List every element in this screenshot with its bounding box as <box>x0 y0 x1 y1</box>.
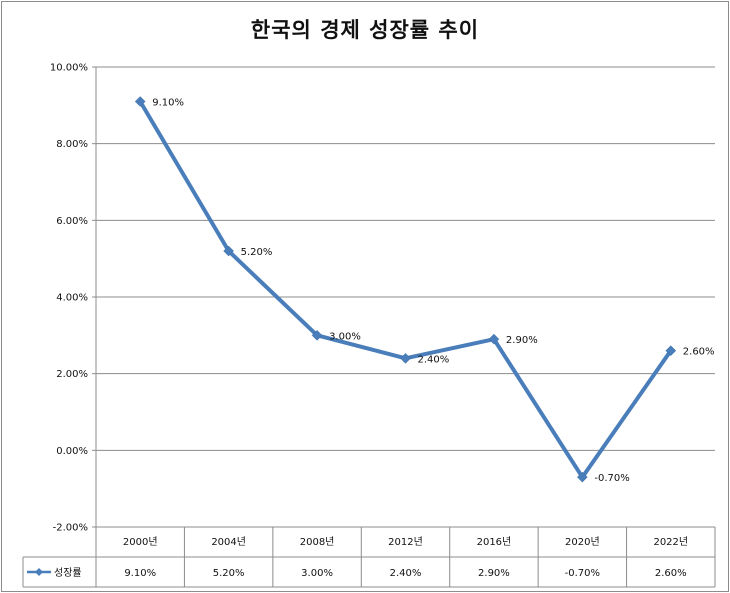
y-tick-label: 0.00% <box>56 446 88 457</box>
y-tick-label: -2.00% <box>53 523 88 534</box>
data-label: 2.40% <box>418 354 450 365</box>
x-category-label: 2020년 <box>565 536 600 548</box>
data-point-marker <box>311 329 323 341</box>
y-tick-label: 6.00% <box>56 216 88 227</box>
data-table-value: 9.10% <box>124 568 156 579</box>
legend-label: 성장률 <box>54 567 82 579</box>
data-label: -0.70% <box>594 473 629 484</box>
data-label: 5.20% <box>241 247 273 258</box>
legend-marker-key <box>35 568 43 576</box>
x-category-label: 2022년 <box>653 536 688 548</box>
data-label: 9.10% <box>152 98 184 109</box>
data-point-marker <box>488 333 500 345</box>
data-table-value: 2.40% <box>390 568 422 579</box>
series-line <box>138 99 673 480</box>
x-category-label: 2016년 <box>477 536 512 548</box>
y-tick-label: 2.00% <box>56 369 88 380</box>
data-table-value: 2.60% <box>655 568 687 579</box>
data-table-value: 3.00% <box>301 568 333 579</box>
data-point-marker <box>400 352 411 364</box>
data-point-marker <box>223 245 234 257</box>
y-tick-label: 4.00% <box>56 293 88 304</box>
data-table-value: 2.90% <box>478 568 510 579</box>
y-tick-label: 8.00% <box>56 139 88 150</box>
data-label: 2.60% <box>683 347 715 358</box>
x-category-label: 2004년 <box>211 536 246 548</box>
x-category-label: 2012년 <box>388 536 423 548</box>
data-table-value: -0.70% <box>565 568 600 579</box>
x-category-label: 2000년 <box>123 536 158 548</box>
data-table-value: 5.20% <box>213 568 245 579</box>
data-label: 2.90% <box>506 335 538 346</box>
data-point-marker <box>134 96 146 107</box>
x-category-label: 2008년 <box>300 536 335 548</box>
data-point-marker <box>577 471 588 483</box>
data-label: 3.00% <box>329 331 361 342</box>
y-tick-label: 10.00% <box>50 63 88 74</box>
chart-title: 한국의 경제 성장률 추이 <box>250 18 480 42</box>
data-point-marker <box>665 345 677 357</box>
